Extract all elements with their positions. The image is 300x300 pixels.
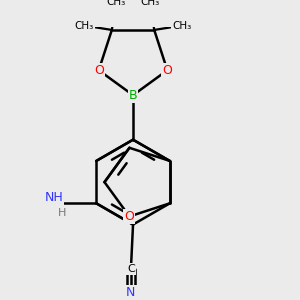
Text: CH₃: CH₃ <box>75 21 94 31</box>
Text: N: N <box>126 286 136 299</box>
Text: CH₃: CH₃ <box>172 21 191 31</box>
Text: C: C <box>127 264 135 274</box>
Text: O: O <box>124 210 134 223</box>
Text: B: B <box>129 89 137 102</box>
Text: CH₃: CH₃ <box>140 0 160 7</box>
Text: CH₃: CH₃ <box>106 0 126 7</box>
Text: NH: NH <box>44 191 63 204</box>
Text: O: O <box>94 64 104 77</box>
Text: O: O <box>162 64 172 77</box>
Text: H: H <box>58 208 67 218</box>
